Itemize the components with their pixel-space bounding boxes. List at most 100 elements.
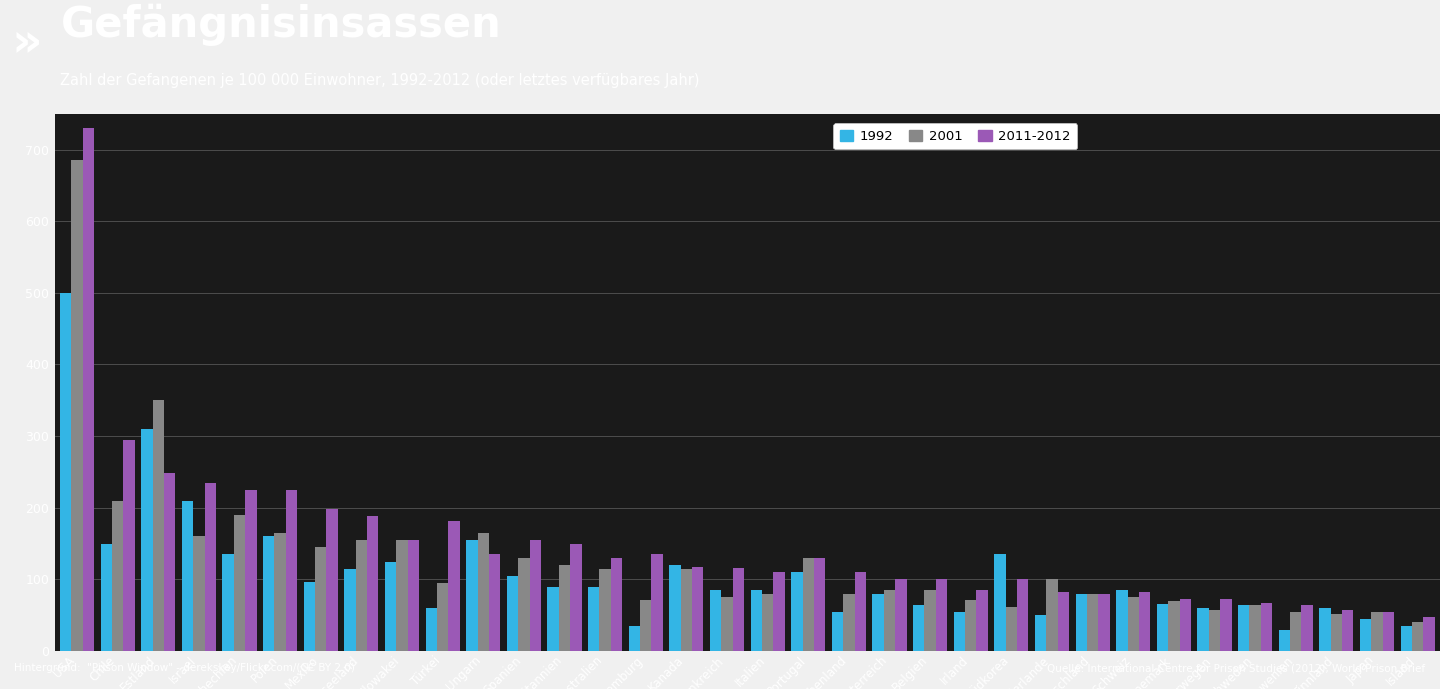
Bar	[1208, 610, 1220, 651]
Bar	[1423, 617, 1434, 651]
Bar	[832, 612, 844, 651]
Bar	[1382, 612, 1394, 651]
Bar	[1401, 626, 1413, 651]
Bar	[670, 565, 681, 651]
Bar	[1279, 630, 1290, 651]
Bar	[995, 555, 1005, 651]
Bar	[1017, 579, 1028, 651]
Bar	[426, 608, 436, 651]
Bar	[1168, 601, 1179, 651]
Bar	[965, 599, 976, 651]
Bar	[1220, 599, 1231, 651]
Text: Gefängnisinsassen: Gefängnisinsassen	[60, 3, 501, 45]
Bar	[1156, 604, 1168, 651]
Bar	[1413, 622, 1423, 651]
Bar	[1359, 619, 1371, 651]
Bar	[611, 558, 622, 651]
Bar	[1198, 608, 1208, 651]
Bar	[164, 473, 176, 651]
Bar	[1128, 597, 1139, 651]
Bar	[1302, 604, 1313, 651]
Bar	[245, 490, 256, 651]
Bar	[814, 558, 825, 651]
Text: Hintergrund:  "Prison Window" - derekskey/Flickr.com/(CC BY 2.0): Hintergrund: "Prison Window" - derekskey…	[14, 663, 356, 673]
Bar	[1371, 612, 1382, 651]
Bar	[1099, 594, 1110, 651]
Bar	[204, 483, 216, 651]
Bar	[547, 586, 559, 651]
Bar	[396, 540, 408, 651]
Bar	[791, 573, 802, 651]
Bar	[467, 540, 478, 651]
Bar	[448, 521, 459, 651]
Bar	[507, 576, 518, 651]
Bar	[327, 509, 338, 651]
Bar	[223, 555, 233, 651]
Bar	[384, 562, 396, 651]
Bar	[1179, 599, 1191, 651]
Text: Quelle: International Centre for Prison Studies (2012), World Prison Brief: Quelle: International Centre for Prison …	[1047, 663, 1426, 673]
Bar	[1342, 610, 1354, 651]
Bar	[1250, 604, 1261, 651]
Bar	[530, 540, 541, 651]
Bar	[844, 594, 854, 651]
Bar	[72, 161, 82, 651]
Bar	[1058, 593, 1068, 651]
Bar	[721, 597, 733, 651]
Bar	[275, 533, 287, 651]
Bar	[490, 555, 500, 651]
Bar	[408, 540, 419, 651]
Bar	[478, 533, 490, 651]
Bar	[287, 490, 297, 651]
Bar	[802, 558, 814, 651]
Bar	[193, 537, 204, 651]
Bar	[356, 540, 367, 651]
Bar	[344, 568, 356, 651]
Bar	[1116, 590, 1128, 651]
Bar	[1139, 593, 1151, 651]
Bar	[367, 516, 379, 651]
Bar	[854, 573, 865, 651]
Bar	[896, 579, 907, 651]
Bar	[681, 568, 693, 651]
Text: »: »	[12, 21, 42, 65]
Bar	[873, 594, 884, 651]
Bar	[936, 579, 948, 651]
Bar	[693, 566, 704, 651]
Bar	[710, 590, 721, 651]
Bar	[101, 544, 112, 651]
Bar	[629, 626, 641, 651]
Bar	[762, 594, 773, 651]
Bar	[641, 599, 651, 651]
Bar	[1331, 614, 1342, 651]
Bar	[141, 429, 153, 651]
Text: Zahl der Gefangenen je 100 000 Einwohner, 1992-2012 (oder letztes verfügbares Ja: Zahl der Gefangenen je 100 000 Einwohner…	[60, 73, 700, 88]
Bar	[1238, 604, 1250, 651]
Bar	[884, 590, 896, 651]
Bar	[1290, 612, 1302, 651]
Bar	[953, 612, 965, 651]
Bar	[924, 590, 936, 651]
Bar	[1005, 607, 1017, 651]
Bar	[124, 440, 135, 651]
Bar	[60, 293, 72, 651]
Bar	[1047, 579, 1058, 651]
Bar	[436, 583, 448, 651]
Bar	[264, 537, 275, 651]
Bar	[181, 501, 193, 651]
Bar	[233, 515, 245, 651]
Bar	[518, 558, 530, 651]
Bar	[1087, 594, 1099, 651]
Bar	[1035, 615, 1047, 651]
Bar	[733, 568, 744, 651]
Bar	[304, 582, 315, 651]
Bar	[112, 501, 124, 651]
Bar	[913, 604, 924, 651]
Bar	[588, 586, 599, 651]
Bar	[1319, 608, 1331, 651]
Bar	[651, 555, 662, 651]
Legend: 1992, 2001, 2011-2012: 1992, 2001, 2011-2012	[832, 123, 1077, 150]
Bar	[599, 568, 611, 651]
Bar	[1261, 603, 1272, 651]
Bar	[750, 590, 762, 651]
